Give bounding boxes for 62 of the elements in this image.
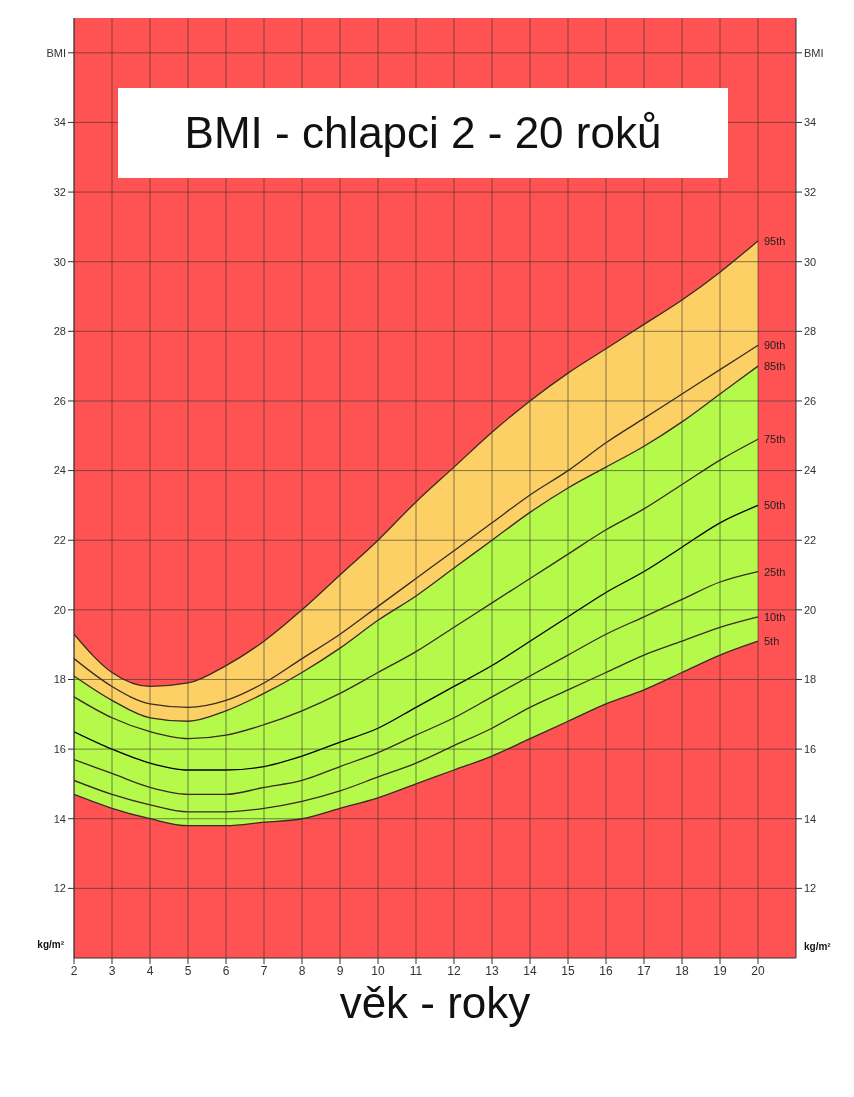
y-tick-label: 32 bbox=[53, 185, 66, 198]
line-series bbox=[74, 616, 759, 813]
series-label: 85th bbox=[764, 360, 786, 373]
x-tick-label: 12 bbox=[447, 963, 461, 978]
series-label: 25th bbox=[764, 565, 786, 578]
y-tick-label: 28 bbox=[53, 325, 66, 338]
text: BMI - chlapci 2 - 20 roků bbox=[118, 88, 728, 178]
x-tick-label: 9 bbox=[336, 963, 344, 978]
y2-tick-label: 30 bbox=[804, 255, 817, 268]
y-tick-label: 22 bbox=[53, 534, 66, 547]
x-tick-label: 6 bbox=[222, 963, 230, 978]
x-tick-label: 8 bbox=[298, 963, 306, 978]
y2-tick-label: 14 bbox=[804, 812, 817, 825]
y2-tick-label: 24 bbox=[804, 464, 817, 477]
x-tick-label: 16 bbox=[599, 963, 613, 978]
y-tick-label: BMI bbox=[46, 46, 66, 59]
x-tick-label: 2 bbox=[70, 963, 78, 978]
y-axis-title: kg/m² bbox=[37, 939, 65, 950]
y-tick-label: 24 bbox=[53, 464, 66, 477]
y2-tick-label: 26 bbox=[804, 394, 817, 407]
y-tick-label: 16 bbox=[53, 743, 66, 756]
line-series bbox=[74, 504, 759, 771]
x-tick-label: 7 bbox=[260, 963, 268, 978]
y2-axis-title: kg/m² bbox=[804, 941, 832, 952]
y-tick-label: 18 bbox=[53, 673, 66, 686]
y-tick-label: 34 bbox=[53, 116, 66, 129]
y2-tick-label: 34 bbox=[804, 116, 817, 129]
x-tick-label: 15 bbox=[561, 963, 575, 978]
y2-tick-label: BMI bbox=[804, 46, 824, 59]
series-label: 75th bbox=[764, 433, 786, 446]
x-tick-label: 14 bbox=[523, 963, 537, 978]
y2-tick-label: 18 bbox=[804, 673, 817, 686]
x-tick-label: 19 bbox=[713, 963, 727, 978]
x-tick-label: 13 bbox=[485, 963, 499, 978]
x-tick-label: 3 bbox=[108, 963, 116, 978]
series-label: 10th bbox=[764, 610, 786, 623]
x-tick-label: 17 bbox=[637, 963, 651, 978]
x-tick-label: 18 bbox=[675, 963, 689, 978]
y2-tick-label: 32 bbox=[804, 185, 817, 198]
y-tick-label: 20 bbox=[53, 603, 66, 616]
line-series bbox=[74, 344, 759, 708]
y2-tick-label: 22 bbox=[804, 534, 817, 547]
y2-tick-label: 20 bbox=[804, 603, 817, 616]
series-label: 5th bbox=[764, 635, 780, 648]
y-tick-label: 14 bbox=[53, 812, 66, 825]
x-tick-label: 10 bbox=[371, 963, 385, 978]
y-tick-label: 12 bbox=[53, 882, 66, 895]
line-series bbox=[74, 438, 759, 740]
y-tick-label: 30 bbox=[53, 255, 66, 268]
x-tick-label: 20 bbox=[751, 963, 765, 978]
y2-tick-label: 28 bbox=[804, 325, 817, 338]
series-label: 50th bbox=[764, 499, 786, 512]
x-axis-title: věk - roky bbox=[339, 978, 531, 1027]
y2-tick-label: 12 bbox=[804, 882, 817, 895]
x-tick-label: 4 bbox=[146, 963, 154, 978]
x-tick-label: 11 bbox=[409, 963, 423, 978]
x-tick-label: 5 bbox=[184, 963, 192, 978]
y-tick-label: 26 bbox=[53, 394, 66, 407]
y2-tick-label: 16 bbox=[804, 743, 817, 756]
series-label: 90th bbox=[764, 339, 786, 352]
series-label: 95th bbox=[764, 234, 786, 247]
line-series bbox=[74, 570, 759, 796]
